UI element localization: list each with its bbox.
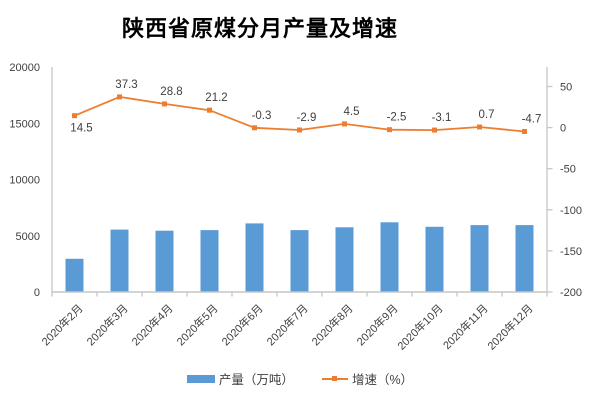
production-bar [65,258,84,292]
growth-data-label: -2.5 [387,112,407,124]
growth-data-label: -3.1 [432,112,452,124]
left-axis-tick-label: 20000 [9,62,40,74]
x-axis-category-label: 2020年4月 [129,301,176,348]
x-axis-category-label: 2020年9月 [354,301,401,348]
growth-marker [162,101,167,107]
growth-data-label: 4.5 [344,106,360,118]
legend-item-growth: 增速（%） [321,369,414,388]
growth-data-label: 14.5 [70,123,92,135]
chart-legend: 产量（万吨） 增速（%） [0,369,600,388]
production-bar [515,225,534,292]
left-axis-tick-label: 15000 [9,118,40,130]
production-bar [470,225,489,292]
growth-data-label: -0.3 [252,110,272,122]
right-axis-tick-label: -100 [560,205,582,217]
x-axis-category-label: 2020年8月 [309,301,356,348]
production-bar-swatch [186,374,215,383]
production-bar [110,229,129,292]
production-bar [380,222,399,293]
x-axis-category-label: 2020年11月 [440,301,491,352]
growth-data-label: 28.8 [160,86,182,98]
growth-data-label: 37.3 [115,79,137,91]
growth-marker [297,127,302,133]
growth-marker [207,107,212,113]
x-axis-category-label: 2020年12月 [484,301,535,352]
left-axis-tick-label: 0 [34,287,40,299]
growth-line-swatch-marker [332,376,338,381]
growth-data-label: -2.9 [297,112,317,124]
left-axis-tick-label: 5000 [16,231,40,243]
right-axis-tick-label: -50 [560,164,576,176]
production-bar [200,230,219,292]
left-axis-tick-label: 10000 [9,175,40,187]
growth-marker [117,94,122,100]
growth-data-label: 21.2 [205,92,227,104]
production-bar [155,230,174,292]
right-axis-tick-label: 0 [560,123,566,135]
x-axis-category-label: 2020年5月 [174,301,221,348]
growth-marker [432,127,437,133]
growth-marker [477,124,482,130]
production-legend-label: 产量（万吨） [218,373,294,387]
growth-marker [522,129,527,134]
right-axis-tick-label: -150 [560,246,582,258]
right-axis-tick-label: -200 [560,287,582,299]
x-axis-category-label: 2020年10月 [394,301,445,352]
production-bar [335,227,354,292]
production-bar [425,226,444,293]
production-bar [245,223,264,292]
growth-line-swatch [321,374,348,383]
growth-marker [72,113,77,119]
chart-title: 陕西省原煤分月产量及增速 [121,16,398,42]
growth-data-label: -4.7 [522,114,542,126]
x-axis-category-label: 2020年3月 [84,301,131,348]
growth-marker [342,121,347,127]
growth-data-label: 0.7 [479,109,495,121]
x-axis-category-label: 2020年2月 [39,301,86,348]
growth-marker [387,127,392,133]
production-bar [290,230,309,292]
right-axis-tick-label: 50 [560,82,572,94]
legend-item-production: 产量（万吨） [186,369,294,388]
growth-legend-label: 增速（%） [351,373,414,387]
x-axis-category-label: 2020年6月 [219,301,266,348]
growth-marker [252,125,257,131]
x-axis-category-label: 2020年7月 [264,301,311,348]
